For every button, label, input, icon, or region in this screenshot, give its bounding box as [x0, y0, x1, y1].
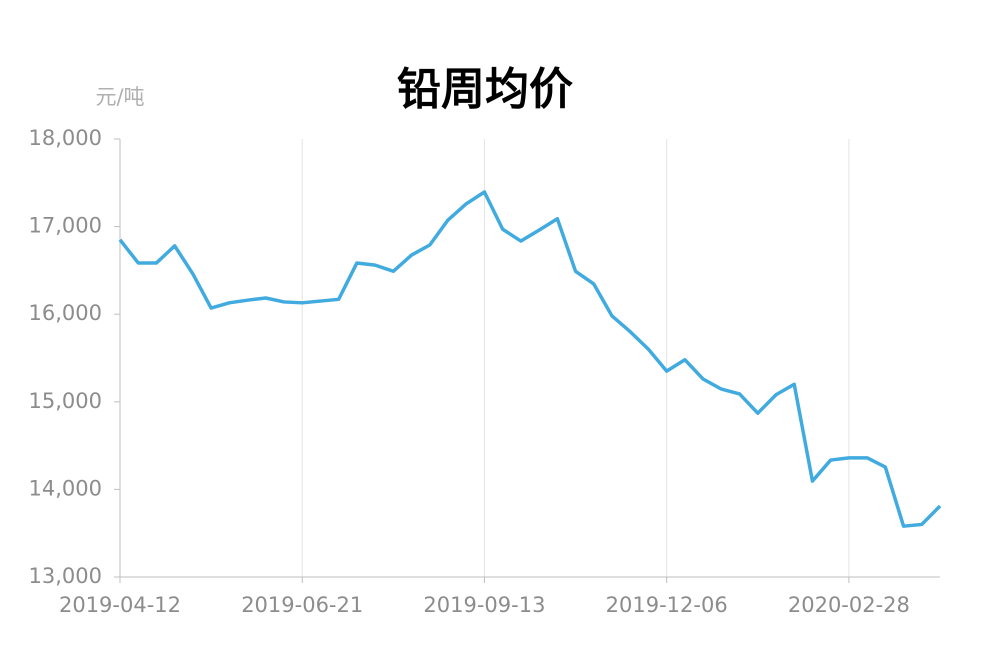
line-series: [118, 190, 942, 528]
y-tick-label: 15,000: [29, 389, 102, 413]
y-tick-label: 17,000: [29, 214, 102, 238]
x-tick-label: 2020-02-28: [788, 593, 910, 617]
y-axis-label: 元/吨: [95, 85, 144, 109]
y-tick-label: 18,000: [29, 126, 102, 150]
x-tick-label: 2019-09-13: [423, 593, 545, 617]
y-tick-label: 14,000: [29, 476, 102, 500]
x-tick-label: 2019-04-12: [59, 593, 181, 617]
y-tick-label: 13,000: [29, 564, 102, 588]
y-tick-label: 16,000: [29, 301, 102, 325]
x-tick-label: 2019-12-06: [606, 593, 728, 617]
chart-title: 铅周均价: [397, 64, 573, 115]
x-tick-label: 2019-06-21: [241, 593, 363, 617]
